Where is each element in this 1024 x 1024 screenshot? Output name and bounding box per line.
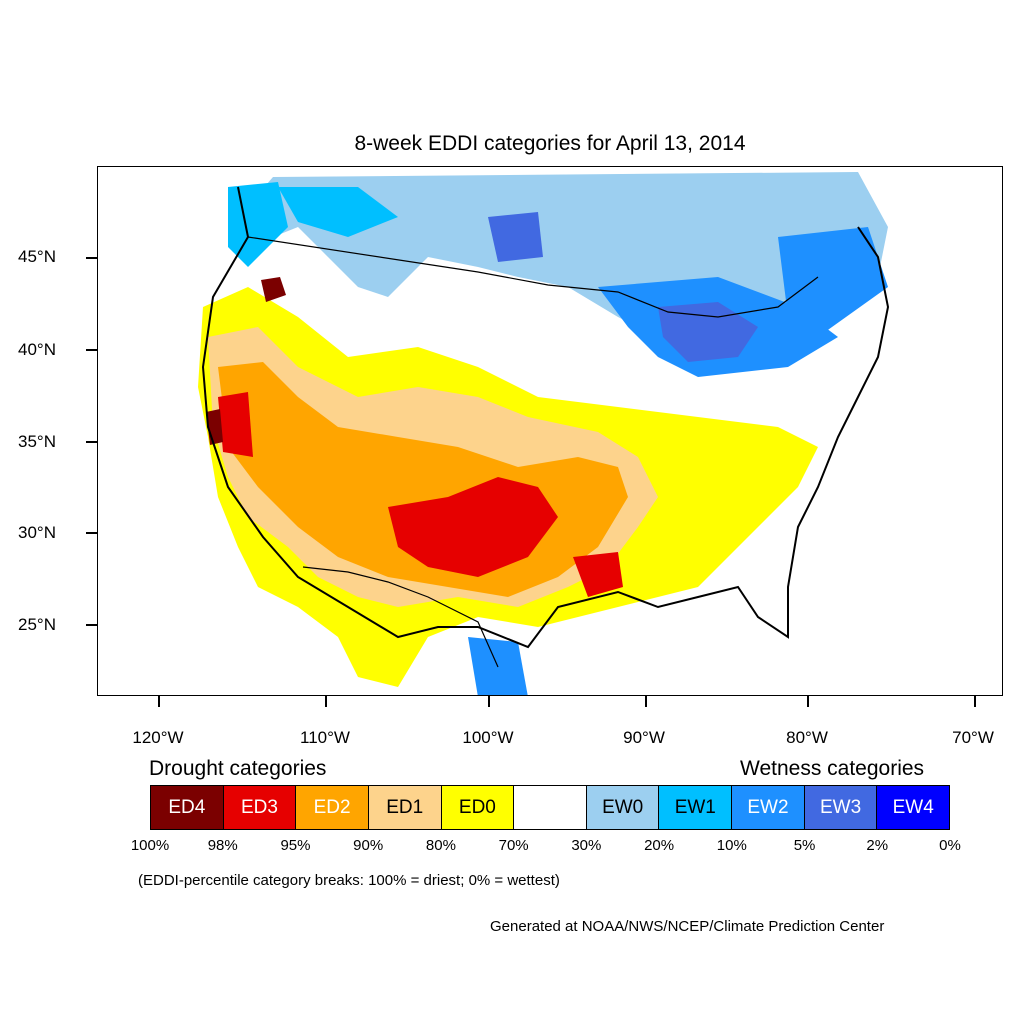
- ed4-spot-oregon: [261, 277, 286, 302]
- lon-tick: [158, 696, 160, 707]
- lon-tick: [974, 696, 976, 707]
- legend-segment: ED4: [151, 786, 224, 829]
- map-title: 8-week EDDI categories for April 13, 201…: [354, 132, 746, 155]
- lat-label-25: 25°N: [18, 615, 56, 634]
- legend-break-label: 95%: [280, 837, 311, 854]
- mexico-border: [302, 566, 499, 668]
- category-note: (EDDI-percentile category breaks: 100% =…: [138, 872, 560, 889]
- lat-label-45: 45°N: [18, 247, 56, 266]
- drought-heading: Drought categories: [149, 757, 327, 780]
- lat-label-30: 30°N: [18, 523, 56, 542]
- legend-break-label: 2%: [866, 837, 889, 854]
- legend-segment: EW4: [877, 786, 950, 829]
- lon-label-100w: 100°W: [462, 728, 514, 747]
- legend-break-label: 70%: [498, 837, 529, 854]
- legend-break-label: 90%: [353, 837, 384, 854]
- wetness-heading: Wetness categories: [740, 757, 925, 780]
- lon-tick: [488, 696, 490, 707]
- lat-tick: [86, 441, 97, 443]
- legend-segment: ED2: [296, 786, 369, 829]
- legend-segment: [514, 786, 587, 829]
- lat-tick: [86, 532, 97, 534]
- legend-break-label: 100%: [130, 837, 170, 854]
- ed3-region-south: [388, 477, 558, 577]
- legend-segment: ED3: [223, 786, 297, 829]
- legend-break-label: 80%: [425, 837, 456, 854]
- canada-border: [247, 236, 819, 318]
- ed3-region-east: [573, 552, 623, 597]
- lat-tick: [86, 349, 97, 351]
- wet-region-superior: [488, 212, 543, 262]
- map-panel: [97, 166, 1003, 696]
- wet-region-lakes-core: [658, 302, 758, 362]
- legend-break-label: 5%: [793, 837, 816, 854]
- legend-segment: EW2: [732, 786, 805, 829]
- legend-segment: ED1: [368, 786, 442, 829]
- lat-label-35: 35°N: [18, 432, 56, 451]
- legend-segment: ED0: [441, 786, 515, 829]
- legend-break-label: 20%: [644, 837, 675, 854]
- lon-tick: [645, 696, 647, 707]
- legend-segment: EW1: [659, 786, 733, 829]
- legend-break-label: 0%: [939, 837, 961, 854]
- wet-region-northeast: [778, 227, 888, 337]
- lon-label-70w: 70°W: [952, 728, 994, 747]
- eddi-map: [198, 172, 890, 695]
- lat-label-40: 40°N: [18, 340, 56, 359]
- legend-segment: EW3: [804, 786, 878, 829]
- ed3-region-west: [218, 392, 253, 457]
- lon-label-90w: 90°W: [623, 728, 665, 747]
- legend-break-label: 98%: [207, 837, 238, 854]
- legend-segment: EW0: [586, 786, 660, 829]
- lon-label-120w: 120°W: [132, 728, 184, 747]
- wet-region-north-dark: [278, 187, 398, 237]
- lon-label-110w: 110°W: [300, 728, 350, 747]
- lon-tick: [807, 696, 809, 707]
- legend-break-label: 10%: [716, 837, 747, 854]
- lat-tick: [86, 257, 97, 259]
- legend-break-label: 30%: [571, 837, 602, 854]
- lon-label-80w: 80°W: [786, 728, 828, 747]
- credit-line: Generated at NOAA/NWS/NCEP/Climate Predi…: [490, 918, 885, 935]
- coastline: [201, 186, 890, 649]
- legend-color-bar: ED4 ED3 ED2 ED1 ED0 EW0 EW1 EW2 EW3 EW4: [150, 785, 950, 830]
- lon-tick: [325, 696, 327, 707]
- lat-tick: [86, 624, 97, 626]
